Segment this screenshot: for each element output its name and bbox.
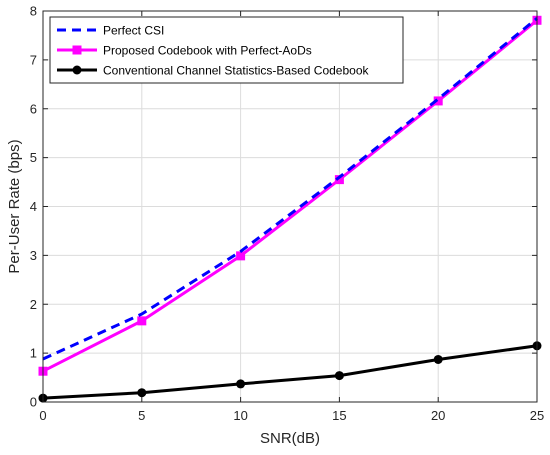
legend-label: Proposed Codebook with Perfect-AoDs [103, 44, 312, 58]
data-point [137, 388, 147, 398]
x-tick-label: 15 [332, 408, 346, 423]
y-tick-label: 2 [30, 297, 37, 312]
y-tick-label: 3 [30, 248, 37, 263]
legend-entry: Conventional Channel Statistics-Based Co… [57, 64, 369, 78]
plot-area [38, 15, 542, 403]
series-000000 [38, 341, 542, 403]
x-tick-label: 5 [138, 408, 145, 423]
legend-label: Conventional Channel Statistics-Based Co… [103, 64, 369, 78]
y-tick-label: 0 [30, 395, 37, 410]
x-axis-label: SNR(dB) [260, 430, 320, 447]
y-tick-label: 7 [30, 52, 37, 67]
data-point [236, 251, 246, 261]
x-tick-label: 25 [530, 408, 544, 423]
y-tick-label: 8 [30, 4, 37, 19]
data-point [137, 316, 147, 326]
y-tick-label: 1 [30, 346, 37, 361]
legend-box [49, 16, 404, 84]
series-line [42, 344, 538, 400]
data-point [334, 371, 344, 381]
x-tick-label: 10 [233, 408, 247, 423]
tick-labels: 0 5 10 15 20 25 0 1 2 3 4 5 6 7 8 [30, 4, 544, 424]
data-point [433, 354, 443, 364]
series-0000ff [42, 17, 538, 361]
legend-label: Perfect CSI [103, 24, 164, 38]
data-point [236, 379, 246, 389]
x-tick-label: 20 [431, 408, 445, 423]
y-tick-label: 6 [30, 101, 37, 116]
legend-entry: Perfect CSI [57, 24, 164, 38]
legend-marker [72, 65, 82, 75]
series-line [42, 19, 538, 373]
x-tick-label: 0 [39, 408, 46, 423]
legend-entry: Proposed Codebook with Perfect-AoDs [57, 44, 312, 58]
legend: Perfect CSI Proposed Codebook with Perfec… [49, 16, 404, 84]
y-axis-label: Per-User Rate (bps) [6, 139, 23, 273]
y-tick-label: 5 [30, 150, 37, 165]
y-tick-label: 4 [30, 199, 37, 214]
legend-marker [72, 45, 82, 55]
series-line [42, 17, 538, 361]
